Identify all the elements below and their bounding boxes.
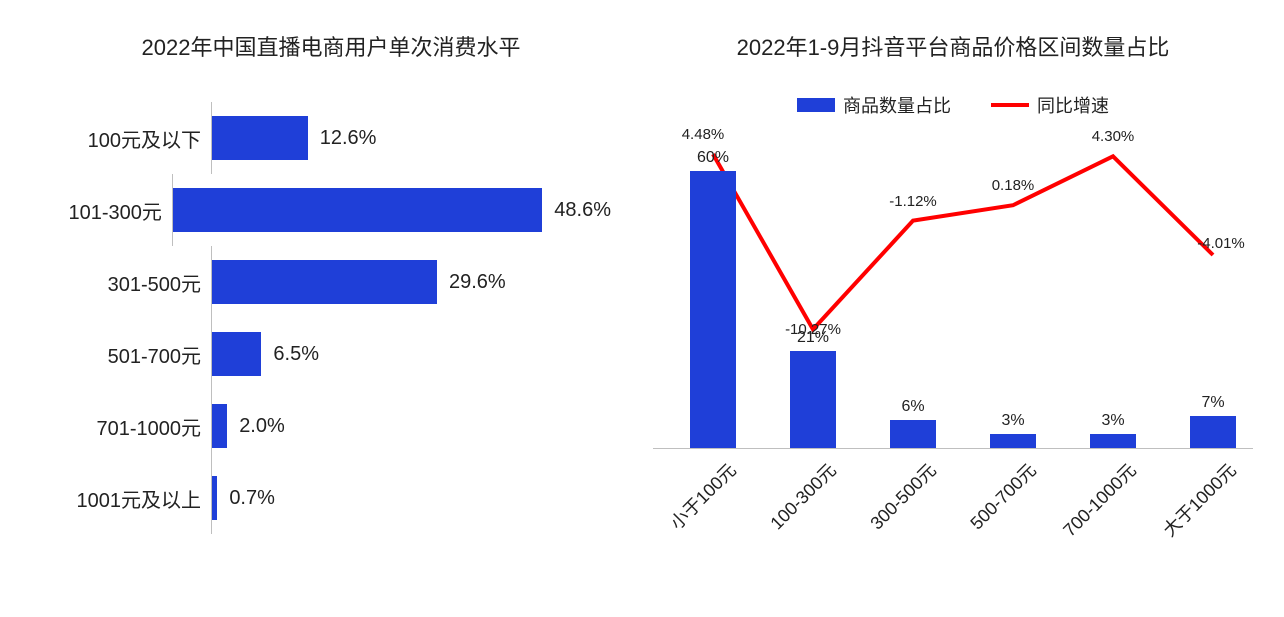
hbar-value-label: 29.6%	[449, 271, 506, 294]
hbar-category-label: 501-700元	[51, 340, 211, 369]
combo-bar-rect	[1190, 416, 1236, 448]
left-hbar-chart: 100元及以下 12.6% 101-300元 48.6% 301-500元 29.6% 50…	[51, 102, 611, 534]
legend-item-line: 同比增速	[991, 92, 1109, 118]
hbar-category-label: 301-500元	[51, 268, 211, 297]
combo-bar-value-label: 6%	[883, 398, 943, 416]
hbar-bar	[212, 404, 227, 448]
hbar-plot: 12.6%	[211, 102, 611, 174]
hbar-category-label: 100元及以下	[51, 124, 211, 153]
combo-bar-value-label: 3%	[983, 412, 1043, 430]
hbar-value-label: 2.0%	[239, 415, 285, 438]
hbar-value-label: 6.5%	[273, 343, 319, 366]
combo-x-label: 500-700元	[952, 457, 1041, 546]
hbar-plot: 6.5%	[211, 318, 611, 390]
x-axis-labels: 小于100元100-300元300-500元500-700元700-1000元大…	[653, 449, 1253, 569]
combo-bar-rect	[890, 420, 936, 448]
hbar-value-label: 0.7%	[229, 487, 275, 510]
hbar-bar	[212, 476, 217, 520]
hbar-category-label: 701-1000元	[51, 412, 211, 441]
combo-bar: 7%	[1190, 416, 1236, 448]
hbar-row: 301-500元 29.6%	[51, 246, 611, 318]
hbar-category-label: 101-300元	[51, 196, 172, 225]
hbar-bar	[173, 188, 542, 232]
legend-item-bar: 商品数量占比	[797, 92, 951, 118]
hbar-row: 101-300元 48.6%	[51, 174, 611, 246]
right-combo-chart: 商品数量占比 同比增速 60% 21% 6% 3% 3% 7% 4.48% -10.27% -1…	[653, 92, 1253, 569]
right-panel: 2022年1-9月抖音平台商品价格区间数量占比 商品数量占比 同比增速 60% 2…	[642, 30, 1264, 597]
hbar-plot: 0.7%	[211, 462, 611, 534]
combo-bar-value-label: 7%	[1183, 394, 1243, 412]
trend-line-value-label: 0.18%	[978, 177, 1048, 194]
hbar-category-label: 1001元及以上	[51, 484, 211, 513]
combo-bar: 3%	[990, 434, 1036, 448]
combo-bar-rect	[1090, 434, 1136, 448]
combo-bar-rect	[990, 434, 1036, 448]
combo-x-label: 小于100元	[652, 457, 741, 546]
combo-bar: 3%	[1090, 434, 1136, 448]
hbar-row: 701-1000元 2.0%	[51, 390, 611, 462]
hbar-bar	[212, 116, 308, 160]
legend-bar-label: 商品数量占比	[843, 92, 951, 118]
combo-x-label: 300-500元	[852, 457, 941, 546]
hbar-plot: 2.0%	[211, 390, 611, 462]
left-panel: 2022年中国直播电商用户单次消费水平 100元及以下 12.6% 101-300元…	[20, 30, 642, 597]
legend: 商品数量占比 同比增速	[653, 92, 1253, 118]
combo-plot-area: 60%21%6%3%3%7%4.48%-10.27%-1.12%0.18%4.3…	[653, 148, 1253, 449]
trend-line	[653, 118, 1253, 448]
combo-bar: 21%	[790, 351, 836, 448]
combo-bar-rect	[790, 351, 836, 448]
hbar-row: 501-700元 6.5%	[51, 318, 611, 390]
trend-line-value-label: -10.27%	[778, 321, 848, 338]
trend-line-value-label: 4.30%	[1078, 128, 1148, 145]
combo-bar-rect	[690, 171, 736, 448]
combo-bar: 60%	[690, 171, 736, 448]
page-root: 2022年中国直播电商用户单次消费水平 100元及以下 12.6% 101-300元…	[0, 0, 1284, 617]
hbar-plot: 48.6%	[172, 174, 611, 246]
hbar-bar	[212, 332, 261, 376]
hbar-value-label: 12.6%	[320, 127, 377, 150]
hbar-row: 100元及以下 12.6%	[51, 102, 611, 174]
right-chart-title: 2022年1-9月抖音平台商品价格区间数量占比	[737, 30, 1170, 62]
hbar-value-label: 48.6%	[554, 199, 611, 222]
legend-swatch-bar-icon	[797, 98, 835, 112]
legend-swatch-line-icon	[991, 103, 1029, 107]
left-chart-title: 2022年中国直播电商用户单次消费水平	[142, 30, 521, 62]
trend-line-value-label: -4.01%	[1186, 235, 1256, 252]
combo-x-label: 100-300元	[752, 457, 841, 546]
trend-line-value-label: -1.12%	[878, 193, 948, 210]
hbar-plot: 29.6%	[211, 246, 611, 318]
trend-line-value-label: 4.48%	[668, 126, 738, 143]
trend-line-path	[713, 154, 1213, 329]
combo-x-label: 大于1000元	[1152, 457, 1241, 546]
combo-bar-value-label: 60%	[683, 149, 743, 167]
legend-line-label: 同比增速	[1037, 92, 1109, 118]
hbar-row: 1001元及以上 0.7%	[51, 462, 611, 534]
hbar-bar	[212, 260, 437, 304]
combo-bar-value-label: 3%	[1083, 412, 1143, 430]
combo-x-label: 700-1000元	[1052, 457, 1141, 546]
combo-bar: 6%	[890, 420, 936, 448]
